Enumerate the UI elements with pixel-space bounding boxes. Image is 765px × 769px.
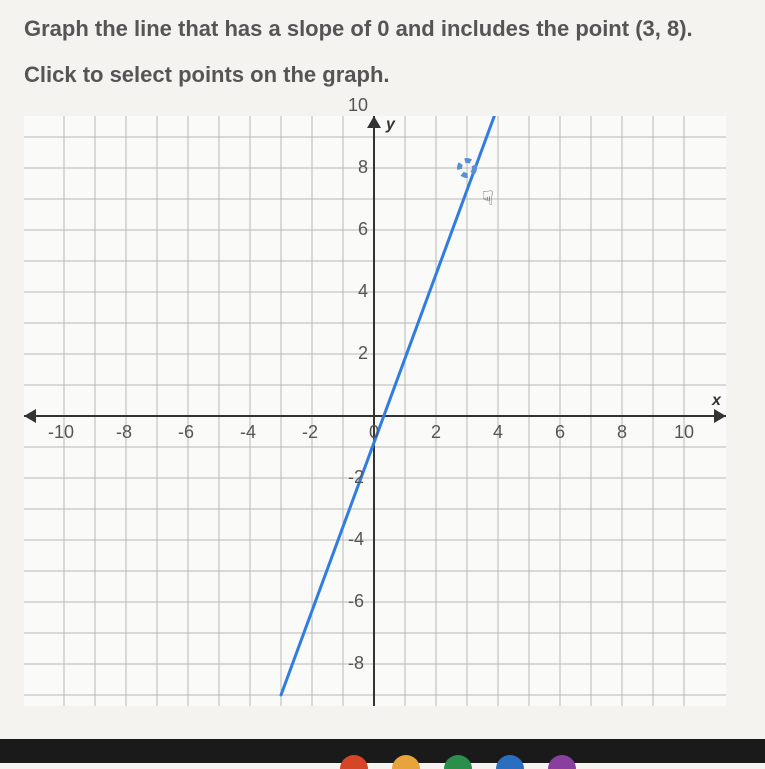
y-tick-label: -8: [348, 653, 364, 674]
x-tick-label: 4: [493, 422, 503, 443]
x-tick-label: -8: [116, 422, 132, 443]
taskbar-app-icon[interactable]: [444, 755, 472, 769]
x-tick-label: -4: [240, 422, 256, 443]
question-block: Graph the line that has a slope of 0 and…: [0, 0, 765, 88]
taskbar-app-icon[interactable]: [392, 755, 420, 769]
x-axis-label: x: [712, 392, 721, 410]
taskbar-app-icon[interactable]: [496, 755, 524, 769]
taskbar: [0, 739, 765, 763]
taskbar-app-icon[interactable]: [340, 755, 368, 769]
graph-container: y x ☟ -10-8-6-4-20246810-8-6-4-2246810: [0, 116, 765, 706]
x-tick-label: 6: [555, 422, 565, 443]
y-tick-label: 2: [358, 343, 368, 364]
x-tick-label: -10: [48, 422, 74, 443]
question-line-2: Click to select points on the graph.: [24, 62, 741, 88]
graph-svg[interactable]: [24, 116, 726, 706]
coordinate-graph[interactable]: y x ☟ -10-8-6-4-20246810-8-6-4-2246810: [24, 116, 726, 706]
y-axis-label: y: [386, 116, 395, 134]
y-tick-label: -6: [348, 591, 364, 612]
y-tick-label: -4: [348, 529, 364, 550]
x-tick-label: -2: [302, 422, 318, 443]
x-tick-label: -6: [178, 422, 194, 443]
y-tick-label: 4: [358, 281, 368, 302]
pointer-cursor-icon: ☟: [482, 186, 494, 211]
y-tick-label: 6: [358, 219, 368, 240]
x-tick-label: 8: [617, 422, 627, 443]
x-tick-label: 10: [674, 422, 694, 443]
question-line-1: Graph the line that has a slope of 0 and…: [24, 16, 741, 42]
x-tick-label: 2: [431, 422, 441, 443]
taskbar-app-icon[interactable]: [548, 755, 576, 769]
y-tick-label: 10: [348, 95, 368, 116]
y-tick-label: 8: [358, 157, 368, 178]
x-tick-label: 0: [369, 422, 379, 443]
y-tick-label: -2: [348, 467, 364, 488]
